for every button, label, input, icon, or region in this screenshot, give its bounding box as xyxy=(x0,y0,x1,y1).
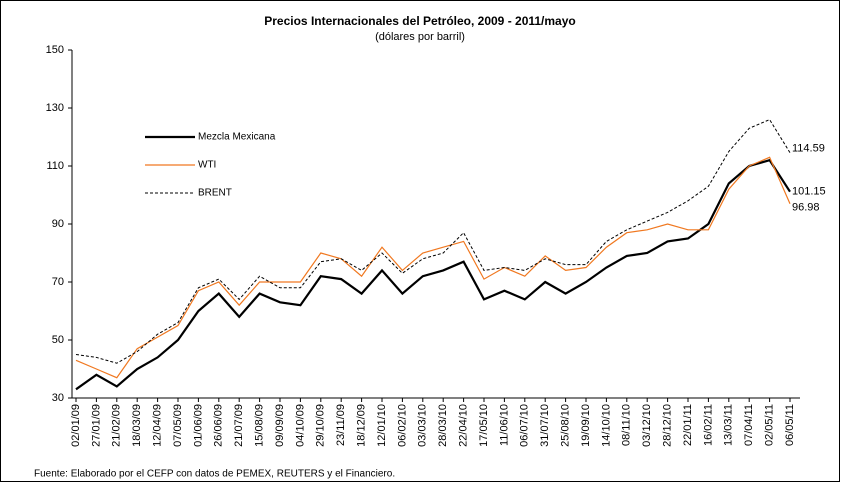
series-line xyxy=(75,158,791,391)
x-tick-label: 09/09/09 xyxy=(274,404,286,447)
x-tick-label: 29/10/09 xyxy=(315,404,327,447)
x-tick-label: 12/01/10 xyxy=(376,404,388,447)
x-tick-label: 04/10/09 xyxy=(294,404,306,447)
x-tick-label: 12/04/09 xyxy=(152,404,164,447)
y-tick-label: 90 xyxy=(52,218,64,230)
chart-title: Precios Internacionales del Petróleo, 20… xyxy=(264,14,575,28)
x-tick-label: 11/06/10 xyxy=(498,404,510,446)
x-tick-label: 31/07/10 xyxy=(539,404,551,447)
x-tick-label: 18/03/09 xyxy=(131,404,143,447)
y-tick-label: 110 xyxy=(46,160,64,172)
y-tick-label: 150 xyxy=(46,44,64,56)
x-tick-label: 07/05/09 xyxy=(172,404,184,447)
x-tick-label: 02/05/11 xyxy=(764,404,776,446)
data-label: 114.59 xyxy=(792,143,825,155)
x-tick-label: 15/08/09 xyxy=(254,404,266,447)
y-tick-label: 30 xyxy=(52,392,64,404)
x-tick-label: 27/01/09 xyxy=(90,404,102,447)
x-tick-label: 07/04/11 xyxy=(743,404,755,446)
x-tick-label: 25/08/10 xyxy=(560,404,572,447)
x-tick-label: 01/06/09 xyxy=(192,404,204,447)
x-tick-label: 06/07/10 xyxy=(519,404,531,447)
x-tick-label: 17/05/10 xyxy=(478,404,490,447)
x-tick-label: 19/09/10 xyxy=(580,404,592,447)
y-tick-label: 50 xyxy=(52,334,64,346)
x-tick-label: 18/12/09 xyxy=(356,404,368,447)
x-tick-label: 16/02/11 xyxy=(702,404,714,446)
series-line xyxy=(75,156,791,379)
x-tick-label: 21/02/09 xyxy=(111,404,123,447)
footnote: Fuente: Elaborado por el CEFP con datos … xyxy=(34,469,395,480)
x-tick-label: 22/04/10 xyxy=(458,404,470,447)
series-line xyxy=(75,118,791,364)
x-tick-label: 14/10/10 xyxy=(600,404,612,447)
y-tick-label: 70 xyxy=(52,276,64,288)
x-tick-label: 03/03/10 xyxy=(417,404,429,447)
x-tick-label: 02/01/09 xyxy=(70,404,82,447)
y-tick-label: 130 xyxy=(46,102,64,114)
legend-label: WTI xyxy=(198,160,216,171)
x-tick-label: 06/05/11 xyxy=(784,404,796,446)
x-tick-label: 28/12/10 xyxy=(662,404,674,447)
legend-label: Mezcla Mexicana xyxy=(198,132,276,143)
x-tick-label: 13/03/11 xyxy=(723,404,735,446)
data-label: 96.98 xyxy=(792,202,820,214)
x-tick-label: 21/07/09 xyxy=(233,404,245,447)
data-label: 101.15 xyxy=(792,186,826,198)
x-tick-label: 03/12/10 xyxy=(641,404,653,447)
x-tick-label: 26/06/09 xyxy=(213,404,225,447)
x-tick-label: 08/11/10 xyxy=(621,404,633,446)
x-tick-label: 28/03/10 xyxy=(437,404,449,447)
legend-label: BRENT xyxy=(198,188,232,199)
x-tick-label: 06/02/10 xyxy=(396,404,408,447)
chart-subtitle: (dólares por barril) xyxy=(375,31,465,43)
x-tick-label: 23/11/09 xyxy=(335,404,347,446)
x-tick-label: 22/01/11 xyxy=(682,404,694,446)
